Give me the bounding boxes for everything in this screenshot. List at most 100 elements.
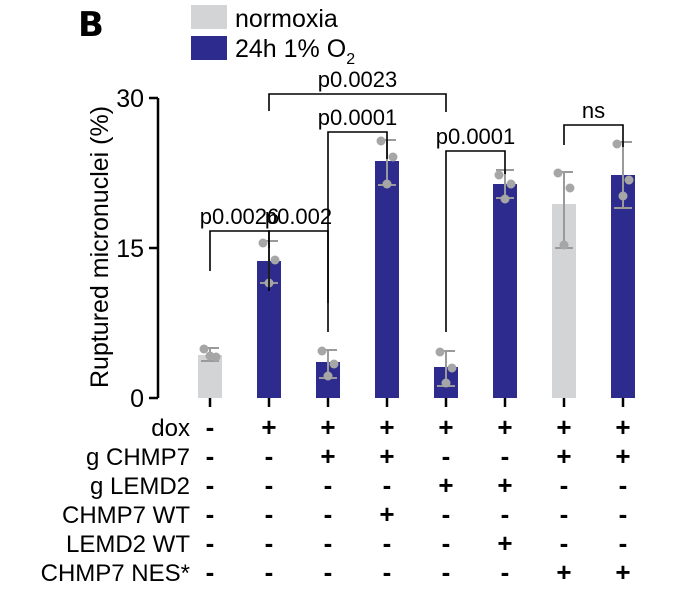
condition-row-label: dox [151,415,190,442]
significance-label: p0.002 [265,204,332,229]
significance-label: p0.0001 [318,105,398,130]
condition-table: dox - + + + + + + +g CHMP7- - + + - - + +g LEMD2- - - - + + -… [41,412,631,587]
significance-label: p0.0026 [200,204,280,229]
condition-sign: - [619,528,628,558]
significance-label: p0.0001 [436,124,516,149]
condition-row-label: g LEMD2 [90,473,190,500]
condition-sign: - [265,528,274,558]
significance-bracket [563,124,624,147]
condition-sign: + [379,412,394,442]
condition-sign: - [501,557,510,587]
condition-sign: - [324,557,333,587]
condition-sign: - [501,499,510,529]
condition-sign: - [619,470,628,500]
condition-sign: + [438,470,453,500]
condition-sign: - [501,441,510,471]
data-point [205,351,215,361]
data-point [388,152,398,162]
condition-row-label: g CHMP7 [86,444,190,471]
condition-sign: - [265,557,274,587]
data-point [435,347,445,357]
bar [611,175,635,398]
data-point [382,179,392,189]
condition-sign: + [497,528,512,558]
condition-sign: + [320,441,335,471]
condition-sign: - [206,499,215,529]
condition-sign: - [619,499,628,529]
condition-sign: + [556,441,571,471]
data-point [270,255,280,265]
condition-sign: + [497,470,512,500]
bar [375,161,399,398]
legend-label-hypoxia: 24h 1% O2 [235,35,355,68]
data-point [376,136,386,146]
condition-sign: - [206,412,215,442]
condition-sign: + [556,412,571,442]
condition-sign: - [324,499,333,529]
condition-sign: - [206,528,215,558]
data-point [447,363,457,373]
data-point [199,344,209,354]
data-point [494,170,504,180]
data-point [317,346,327,356]
condition-sign: - [560,499,569,529]
legend-label-normoxia: normoxia [235,5,338,33]
bar [493,184,517,398]
significance-bracket [327,131,388,332]
condition-sign: - [265,441,274,471]
condition-sign: - [560,470,569,500]
data-point [323,371,333,381]
condition-sign: - [442,499,451,529]
panel-label: B [78,5,104,45]
condition-row-label: LEMD2 WT [66,531,190,558]
data-point [258,238,268,248]
data-point [612,139,622,149]
condition-sign: - [265,499,274,529]
legend-label-hypoxia-main: 24h 1% O [235,35,346,63]
condition-row-label: CHMP7 NES* [41,560,190,587]
condition-sign: + [379,499,394,529]
significance-label: p0.0023 [318,67,398,92]
condition-sign: - [383,528,392,558]
condition-sign: + [615,412,630,442]
condition-sign: - [324,470,333,500]
y-tick-label: 30 [116,85,144,113]
condition-sign: - [383,470,392,500]
condition-sign: - [206,557,215,587]
significance-label: ns [582,98,605,123]
data-point [506,179,516,189]
data-point [500,194,510,204]
condition-sign: - [442,557,451,587]
bar [198,355,222,398]
condition-sign: - [206,470,215,500]
condition-sign: + [556,557,571,587]
condition-sign: - [442,528,451,558]
condition-sign: - [265,470,274,500]
significance-bracket [268,93,447,112]
condition-sign: - [206,441,215,471]
data-point [559,240,569,250]
condition-sign: - [383,557,392,587]
y-tick-label: 15 [116,235,144,263]
condition-sign: - [442,441,451,471]
significance-bracket [209,230,270,291]
data-point [329,359,339,369]
y-axis-title: Ruptured micronuclei (%) [86,106,114,388]
legend-swatch-normoxia [191,5,227,29]
condition-sign: + [615,557,630,587]
data-point [624,175,634,185]
data-point [553,168,563,178]
significance-bracket [445,150,506,332]
legend-label-hypoxia-subscript: 2 [346,51,355,68]
data-point [618,191,628,201]
y-tick-label: 0 [130,385,144,413]
data-point [565,183,575,193]
condition-row-label: CHMP7 WT [62,502,190,529]
condition-sign: + [320,412,335,442]
legend: normoxia 24h 1% O2 [191,5,355,68]
condition-sign: + [379,441,394,471]
condition-sign: + [261,412,276,442]
legend-swatch-hypoxia [191,36,227,60]
